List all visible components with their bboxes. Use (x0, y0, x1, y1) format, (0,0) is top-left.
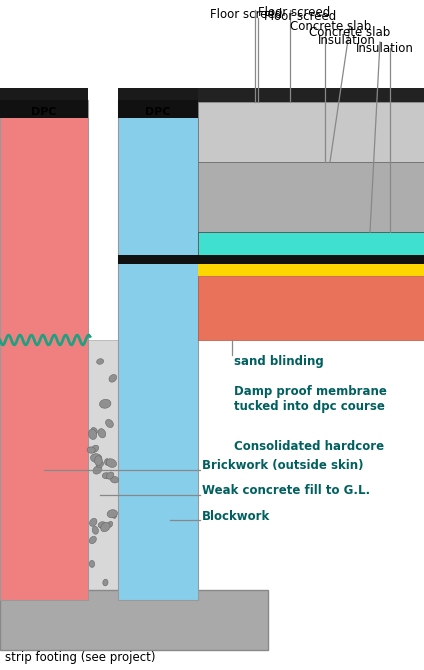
Bar (118, 255, 424, 264)
Text: Weak concrete fill to G.L.: Weak concrete fill to G.L. (202, 484, 370, 498)
Text: Damp proof membrane
tucked into dpc course: Damp proof membrane tucked into dpc cour… (234, 385, 387, 413)
Ellipse shape (97, 358, 103, 364)
Bar (198, 276, 424, 340)
Text: Insulation: Insulation (356, 42, 414, 55)
Text: Consolidated hardcore: Consolidated hardcore (234, 440, 384, 453)
Ellipse shape (100, 523, 110, 532)
Ellipse shape (98, 522, 106, 528)
Text: Insulation: Insulation (318, 34, 376, 47)
Text: Blockwork: Blockwork (202, 509, 270, 523)
Ellipse shape (108, 521, 113, 527)
Bar (0, 100, 88, 600)
Ellipse shape (110, 476, 119, 483)
Ellipse shape (105, 459, 109, 465)
Ellipse shape (106, 459, 117, 468)
Text: Floor screed: Floor screed (264, 10, 336, 23)
Bar (0, 88, 88, 102)
Ellipse shape (106, 419, 113, 427)
Bar (88, 340, 118, 600)
Text: Concrete slab: Concrete slab (310, 26, 391, 39)
Bar (198, 102, 424, 162)
Ellipse shape (106, 472, 114, 479)
Ellipse shape (96, 461, 103, 468)
Ellipse shape (95, 456, 102, 466)
Ellipse shape (98, 429, 106, 438)
Ellipse shape (87, 447, 95, 453)
Ellipse shape (89, 429, 97, 440)
Bar (118, 100, 198, 118)
Ellipse shape (92, 527, 98, 534)
Bar (198, 264, 424, 276)
Bar (198, 88, 424, 102)
Ellipse shape (109, 375, 117, 382)
Ellipse shape (107, 510, 117, 518)
Text: sand blinding: sand blinding (234, 355, 324, 368)
Ellipse shape (89, 536, 96, 543)
Ellipse shape (90, 454, 102, 462)
Ellipse shape (100, 399, 111, 408)
Text: DPC: DPC (145, 107, 171, 117)
Bar (0, 590, 268, 650)
Ellipse shape (89, 560, 95, 567)
Text: Concrete slab: Concrete slab (290, 20, 371, 33)
Ellipse shape (89, 519, 97, 527)
Text: strip footing (see project): strip footing (see project) (5, 651, 156, 665)
Ellipse shape (103, 579, 108, 586)
Text: Brickwork (outside skin): Brickwork (outside skin) (202, 460, 363, 472)
Bar (198, 232, 424, 255)
Ellipse shape (91, 427, 98, 434)
Ellipse shape (91, 445, 99, 452)
Bar (198, 162, 424, 232)
Ellipse shape (102, 473, 110, 479)
Ellipse shape (112, 513, 116, 519)
Bar (118, 88, 198, 102)
Bar (0, 100, 88, 118)
Ellipse shape (93, 466, 102, 474)
Text: Floor screed: Floor screed (210, 8, 282, 21)
Text: Floor screed: Floor screed (258, 6, 330, 19)
Text: DPC: DPC (31, 107, 57, 117)
Bar (118, 100, 198, 600)
